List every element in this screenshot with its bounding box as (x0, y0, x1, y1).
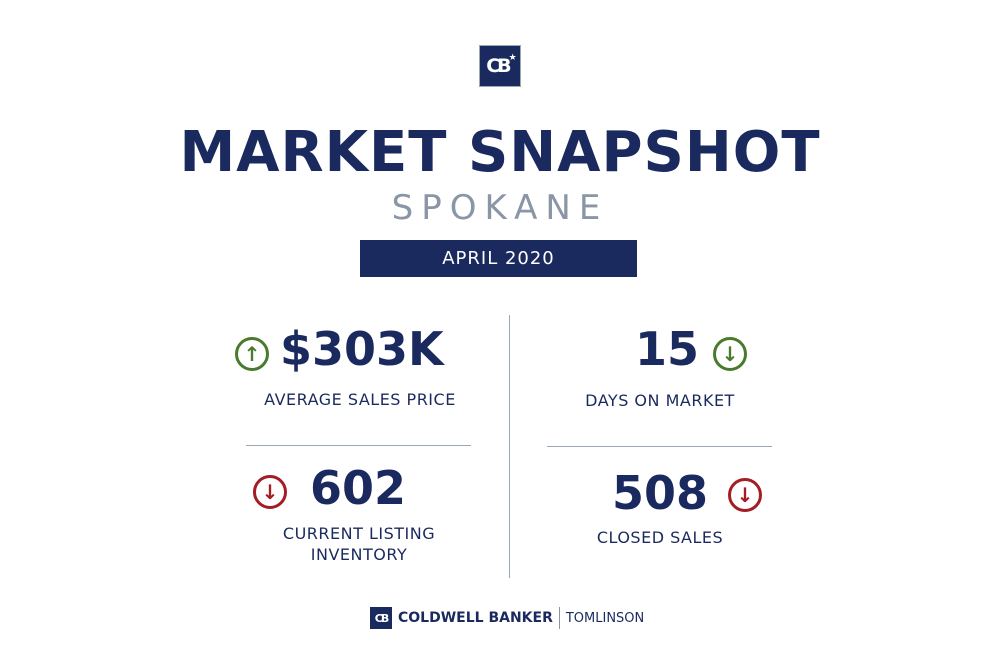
coldwell-banker-logo-small: CB (370, 607, 392, 629)
city-subtitle: SPOKANE (391, 188, 609, 228)
stat-value-closed: 508 (612, 466, 709, 520)
office-name: TOMLINSON (565, 610, 645, 626)
arrow-down-circle-icon: ↓ (728, 478, 762, 512)
stat-value-days: 15 (635, 322, 700, 376)
stat-value-inventory: 602 (310, 461, 407, 515)
period-banner: APRIL 2020 (360, 240, 637, 277)
arrow-down-circle-icon: ↓ (253, 475, 287, 509)
footer-brand: CB COLDWELL BANKER TOMLINSON (370, 607, 644, 629)
coldwell-banker-logo: CB ★ (479, 45, 521, 87)
arrow-down-circle-icon: ↓ (713, 337, 747, 371)
separator (558, 607, 560, 629)
stat-label-avg-price: AVERAGE SALES PRICE (264, 390, 456, 409)
stat-value-avg-price: $303K (280, 322, 444, 376)
stat-label-days: DAYS ON MARKET (585, 391, 735, 410)
stat-label-closed: CLOSED SALES (596, 528, 724, 547)
page-title: MARKET SNAPSHOT (179, 120, 821, 185)
brand-name: COLDWELL BANKER (398, 610, 553, 626)
arrow-up-circle-icon: ↑ (235, 337, 269, 371)
vertical-divider (509, 315, 510, 578)
stat-label-inventory: CURRENT LISTING INVENTORY (282, 524, 436, 564)
divider (246, 445, 471, 446)
divider (547, 446, 772, 447)
